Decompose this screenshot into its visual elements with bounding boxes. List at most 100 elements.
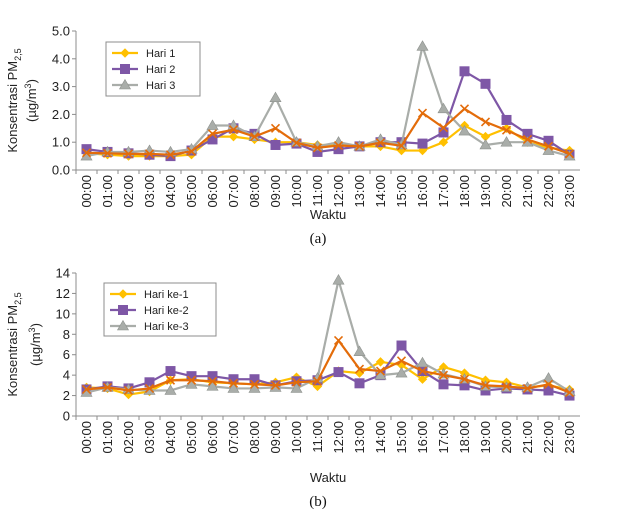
series-0-point-legend	[118, 289, 128, 299]
series-1-point-legend	[118, 305, 128, 315]
series-1-point-legend	[120, 64, 130, 74]
x-tick-label: 06:00	[205, 175, 220, 208]
series-1-point-20	[501, 114, 512, 125]
x-tick-label: 09:00	[268, 421, 283, 454]
series-3-point-18	[459, 374, 470, 384]
series-3-point-11	[312, 143, 323, 153]
series-3-point-0	[81, 148, 92, 158]
y-axis-unit-close: )	[28, 323, 43, 327]
series-3-point-11	[312, 376, 323, 386]
x-tick-label: 06:00	[205, 421, 220, 454]
x-tick-label: 02:00	[121, 421, 136, 454]
y-axis-title-main: Konsentrasi PM	[5, 305, 20, 397]
y-tick-label: 12	[56, 286, 70, 301]
legend: Hari 1 Hari 2 Hari 3	[105, 41, 201, 97]
y-tick-label: 0	[63, 409, 70, 424]
series-3-point-8	[249, 379, 260, 389]
series-3-point-9	[270, 123, 281, 133]
chart-a: 0.0 1.0 2.0 3.0 4.0 5.0 00:00 01:00 02:00 03:00 04…	[5, 24, 580, 247]
legend-label: Hari 2	[146, 64, 175, 76]
x-tick-label: 04:00	[163, 421, 178, 454]
series-1-point-6	[207, 371, 218, 382]
legend-label: Hari 1	[146, 48, 175, 60]
x-tick-label: 16:00	[415, 175, 430, 208]
series-3-point-3	[144, 149, 155, 159]
x-tick-label: 00:00	[79, 421, 94, 454]
x-tick-label: 16:00	[415, 421, 430, 454]
series-1-point-12	[333, 367, 344, 378]
x-tick-label: 20:00	[499, 421, 514, 454]
series-1-point-18	[459, 66, 470, 77]
series-3-point-4	[165, 150, 176, 160]
series-3-point-1	[102, 382, 113, 392]
series-1-point-22	[543, 385, 554, 396]
series-2-point-6	[206, 380, 219, 391]
series-3-point-5	[186, 146, 197, 156]
series-3-point-9	[270, 380, 281, 390]
series-1-point-4	[165, 366, 176, 377]
series-2-point-15	[395, 367, 408, 378]
x-tick-label: 03:00	[142, 175, 157, 208]
series-1-point-17	[438, 127, 449, 138]
series-2-point-18	[458, 124, 471, 136]
y-axis-title: Konsentrasi PM2,5	[5, 48, 23, 152]
series-1-point-9	[270, 139, 281, 150]
series-3-point-16	[417, 366, 428, 376]
y-tick-label: 2.0	[52, 107, 70, 122]
series-3-point-17	[438, 123, 449, 133]
series-1-point-17	[438, 379, 449, 390]
series-3-point-3	[144, 383, 155, 393]
series-3-point-20	[501, 381, 512, 391]
x-tick-label: 23:00	[562, 421, 577, 454]
x-tick-label: 15:00	[394, 175, 409, 208]
series-1-point-15	[396, 340, 407, 351]
series-1-point-13	[354, 378, 365, 389]
x-tick-label: 05:00	[184, 421, 199, 454]
chart-b: 0 2 4 6 8 10 12 14 00:00 01:00 02:00 03:00 04:00 05:0…	[5, 266, 580, 510]
y-axis-unit-superscript: 3	[27, 327, 37, 332]
x-tick-label: 10:00	[289, 175, 304, 208]
x-tick-label: 18:00	[457, 421, 472, 454]
legend-entry: Hari 2	[112, 64, 175, 76]
y-tick-label: 8	[63, 327, 70, 342]
series-3-point-16	[417, 108, 428, 118]
series-3-point-10	[291, 377, 302, 387]
y-tick-label: 10	[56, 306, 70, 321]
x-tick-label: 01:00	[100, 175, 115, 208]
x-tick-label: 14:00	[373, 175, 388, 208]
x-tick-label: 14:00	[373, 421, 388, 454]
series-3-point-2	[123, 149, 134, 159]
x-tick-label: 11:00	[310, 175, 325, 207]
y-axis-unit: (µg/m3)	[27, 323, 43, 366]
x-tick-label: 21:00	[520, 421, 535, 454]
x-tick-label: 22:00	[541, 421, 556, 454]
y-tick-label: 4.0	[52, 51, 70, 66]
series-3-point-22	[543, 379, 554, 389]
series-2-point-legend	[116, 319, 130, 331]
series-3-point-14	[375, 138, 386, 148]
legend-entry: Hari 1	[112, 48, 175, 60]
series-3-point-2	[123, 385, 134, 396]
legend-entry: Hari ke-2	[110, 305, 189, 317]
series-3-line	[86, 107, 570, 156]
series-2-point-22	[542, 372, 555, 383]
x-tick-label: 03:00	[142, 421, 157, 454]
y-tick-label: 0.0	[52, 163, 70, 178]
series-3-point-21	[522, 134, 533, 144]
series-2-point-6	[206, 119, 219, 130]
series-1-point-16	[417, 138, 428, 149]
x-tick-label: 07:00	[226, 421, 241, 454]
y-tick-label: 2	[63, 388, 70, 403]
y-tick-label: 3.0	[52, 79, 70, 94]
legend-label: Hari 3	[146, 80, 175, 92]
series-1-line	[86, 344, 570, 397]
series-3-point-10	[291, 138, 302, 148]
y-axis-unit-main: (µg/m	[28, 332, 43, 366]
series-3-point-13	[354, 141, 365, 151]
series-3	[81, 335, 575, 398]
y-tick-label: 1.0	[52, 135, 70, 150]
series-3-point-21	[522, 383, 533, 393]
y-axis-unit-superscript: 3	[23, 83, 33, 88]
series-2-point-7	[227, 382, 240, 393]
